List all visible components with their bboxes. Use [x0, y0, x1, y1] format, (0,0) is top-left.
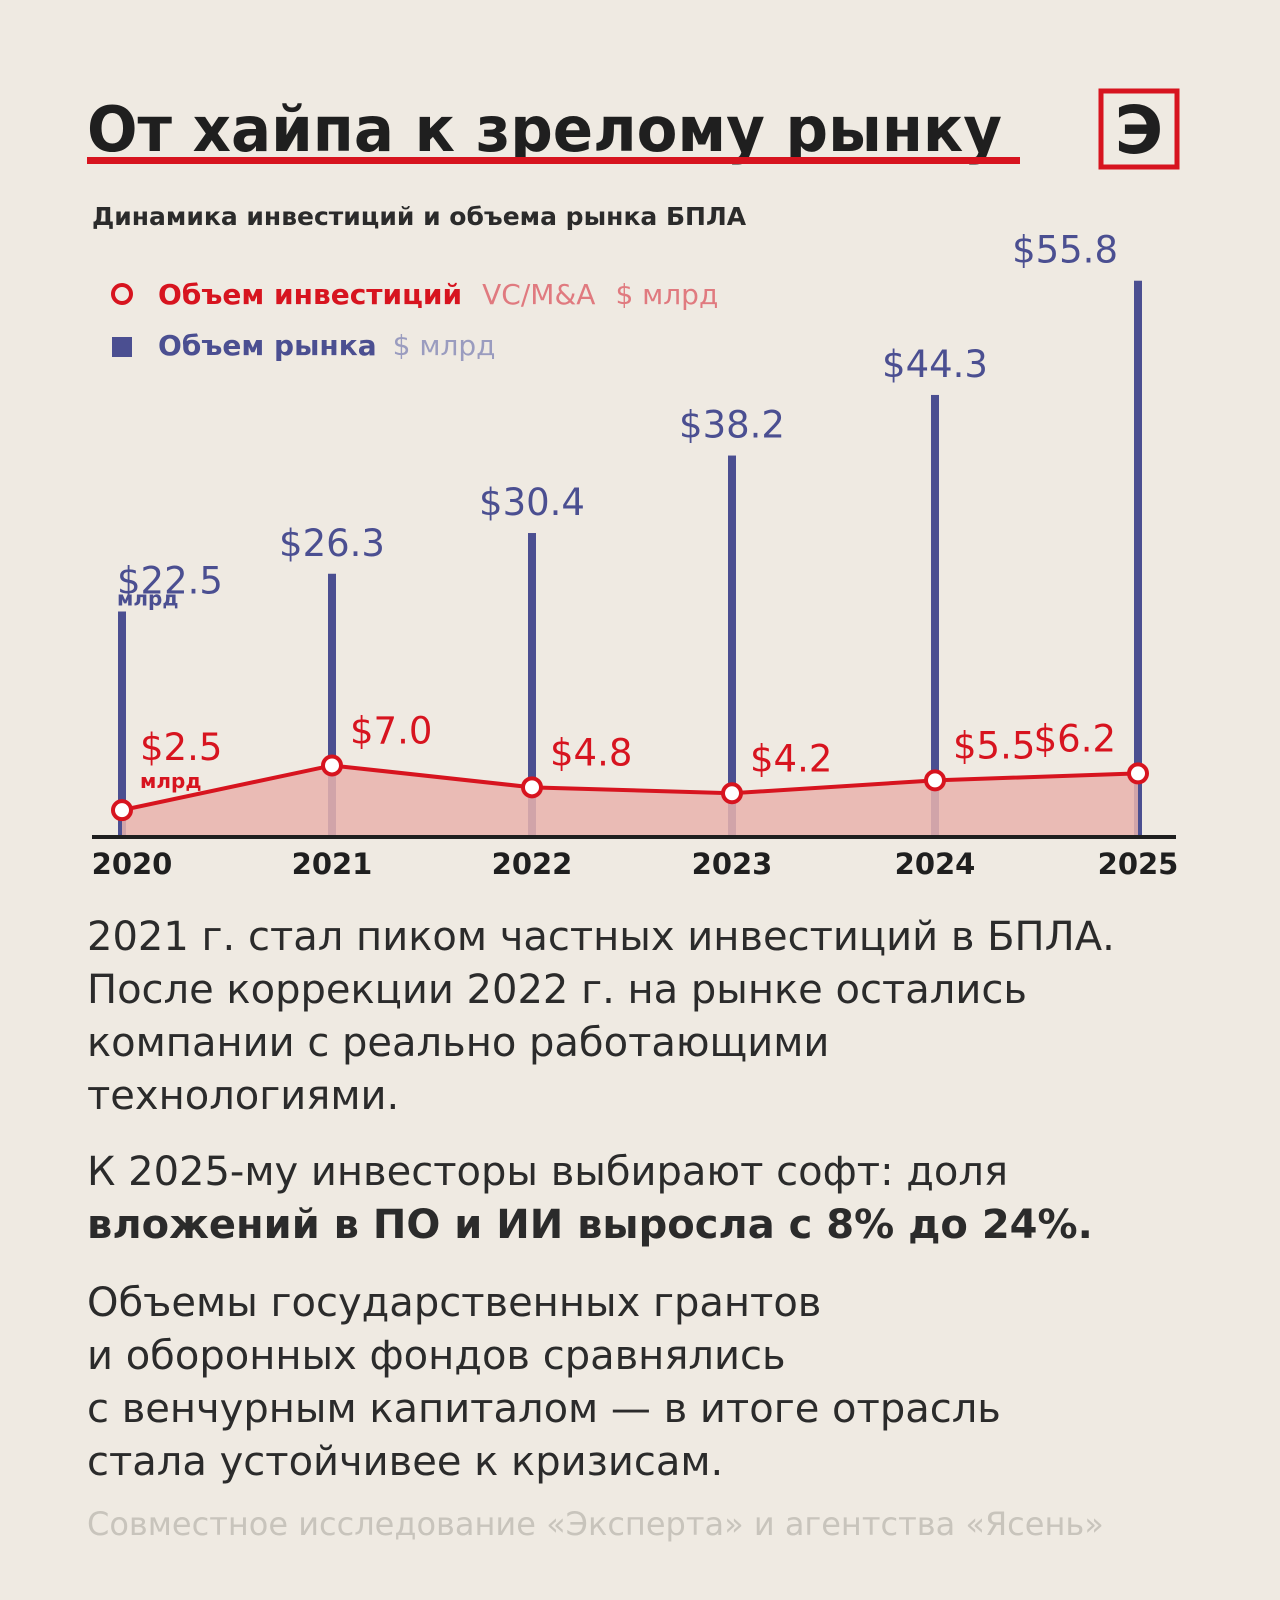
x-tick-label: 2023 [692, 847, 773, 881]
source: Совместное исследование «Эксперта» и аге… [87, 1505, 1104, 1543]
bar [528, 533, 536, 835]
line-value-label: $5.5 [953, 724, 1035, 767]
paragraph-line: технологиями. [87, 1073, 399, 1119]
point [721, 782, 743, 805]
point [321, 754, 343, 777]
point [1127, 762, 1149, 785]
legend-marker [112, 337, 132, 357]
x-tick-label: 2020 [92, 847, 173, 881]
paragraph-line: компании с реально работающими [87, 1020, 829, 1066]
bar-value-label: $22.5 [117, 560, 223, 603]
bar-value-label: $26.3 [279, 522, 385, 565]
paragraph-line: стала устойчивее к кризисам. [87, 1439, 723, 1485]
legend-label: Объем инвестиций [158, 278, 462, 311]
x-tick-label: 2021 [292, 847, 373, 881]
legend-unit: $ млрд [615, 278, 718, 311]
logo: Э [1115, 92, 1163, 169]
paragraph-line: Объемы государственных грантов [87, 1280, 821, 1326]
value-unit: млрд [117, 587, 178, 611]
bar [1134, 280, 1142, 836]
line-value-label: $4.8 [550, 731, 632, 774]
legend-entry: Объем рынка $ млрд [158, 329, 496, 362]
value-unit: млрд [140, 769, 201, 793]
bar-value-label: $55.8 [1012, 229, 1118, 272]
legend-label: Объем рынка [158, 329, 377, 362]
legend-marker [111, 283, 133, 305]
x-tick-label: 2025 [1098, 847, 1179, 881]
line [121, 763, 1139, 813]
bar [931, 394, 939, 835]
subtitle: Динамика инвестиций и объема рынка БПЛА [92, 202, 747, 231]
plot: $22.5млрд$26.3$30.4$38.2$44.3$55.8$2.5мл… [92, 229, 1179, 881]
x-tick-label: 2022 [492, 847, 573, 881]
body-text: 2021 г. стал пиком частных инвестиций в … [87, 914, 1115, 1485]
paragraph-line: и оборонных фондов сравнялись [87, 1333, 786, 1379]
paragraph-line: К 2025-му инвесторы выбирают софт: доля [87, 1149, 1008, 1195]
line-value-label: $4.2 [750, 737, 832, 780]
bar-value-label: $44.3 [882, 343, 988, 386]
line-value-label: $6.2 [1034, 717, 1116, 760]
bar-value-label: $30.4 [479, 481, 585, 524]
point [924, 769, 946, 792]
area [122, 765, 1138, 835]
paragraph-line: с венчурным капиталом — в итоге отрасль [87, 1386, 1001, 1432]
logo-frame [1098, 88, 1180, 170]
bar [728, 455, 736, 835]
bar [328, 573, 336, 835]
paragraph-line: 2021 г. стал пиком частных инвестиций в … [87, 914, 1115, 960]
bar [118, 611, 126, 835]
legend-entry: Объем инвестиций VC/M&A $ млрд [158, 278, 718, 311]
line-value-label: $7.0 [350, 709, 432, 752]
bar-value-label: $38.2 [679, 404, 785, 447]
x-tick-label: 2024 [895, 847, 976, 881]
paragraph-line: вложений в ПО и ИИ выросла с 8% до 24%. [87, 1202, 1093, 1248]
point [521, 776, 543, 799]
title-underline [87, 157, 1020, 164]
legend-qualifier: VC/M&A [482, 278, 595, 311]
point [111, 799, 133, 822]
line-value-label: $2.5 [140, 726, 222, 769]
title: От хайпа к зрелому рынку [87, 93, 1002, 166]
paragraph-line: После коррекции 2022 г. на рынке осталис… [87, 967, 1027, 1013]
legend-unit: $ млрд [393, 329, 496, 362]
